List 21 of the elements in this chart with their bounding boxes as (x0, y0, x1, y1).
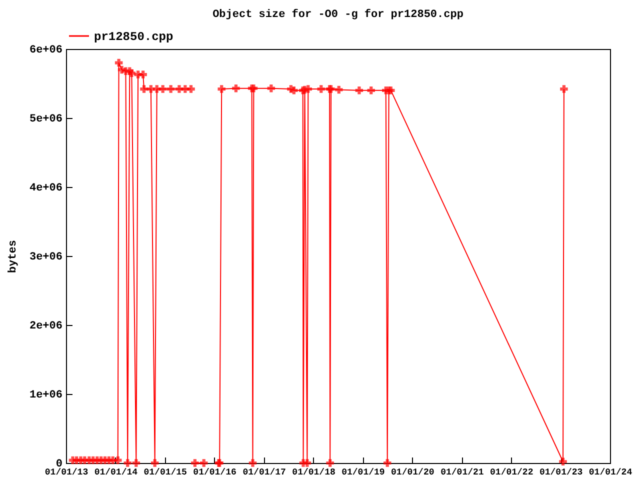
x-tick-label: 01/01/24 (588, 468, 633, 478)
y-tick-label: 3e+06 (29, 252, 62, 264)
y-tick-label: 4e+06 (29, 182, 62, 194)
x-tick-label: 01/01/19 (342, 468, 385, 478)
x-tick-label: 01/01/15 (144, 468, 187, 478)
x-tick-label: 01/01/21 (440, 468, 484, 478)
y-tick-label: 6e+06 (29, 44, 62, 56)
x-tick-label: 01/01/16 (193, 468, 236, 478)
y-axis-title: bytes (7, 240, 20, 274)
x-tick-label: 01/01/22 (490, 468, 534, 478)
x-tick-label: 01/01/18 (292, 468, 336, 478)
y-tick-label: 2e+06 (29, 320, 62, 332)
y-tick-label: 5e+06 (29, 114, 62, 126)
legend-label: pr12850.cpp (94, 30, 174, 44)
x-tick-label: 01/01/23 (539, 468, 583, 478)
x-tick-label: 01/01/17 (242, 468, 286, 478)
chart-title: Object size for -O0 -g for pr12850.cpp (212, 8, 464, 21)
y-tick-label: 1e+06 (29, 390, 62, 402)
x-tick-label: 01/01/13 (44, 468, 88, 478)
x-tick-label: 01/01/14 (94, 468, 138, 478)
x-tick-label: 01/01/20 (391, 468, 434, 478)
